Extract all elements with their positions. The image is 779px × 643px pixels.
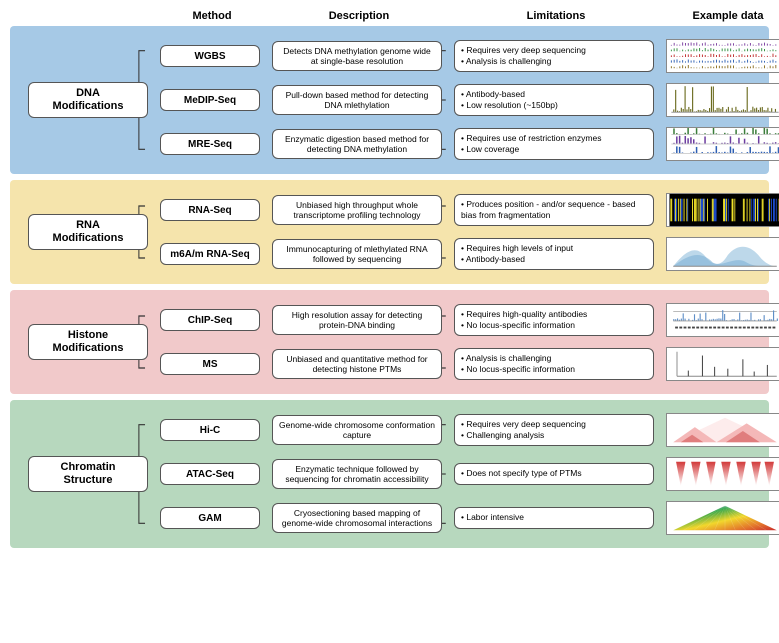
description-node: Cryosectioning based mapping of genome-w…	[272, 503, 442, 533]
limitations-node: • Requires high levels of input• Antibod…	[454, 238, 654, 270]
category-rna: RNA Modifications	[28, 214, 148, 250]
example-thumbnail	[666, 413, 779, 447]
limitations-node: • Requires high-quality antibodies• No l…	[454, 304, 654, 336]
panel-histone: Histone Modifications ChIP-Seq High resolu…	[10, 290, 769, 394]
description-node: Detects DNA methylation genome wide at s…	[272, 41, 442, 71]
method-node: RNA-Seq	[160, 199, 260, 221]
header-description: Description	[274, 10, 444, 22]
example-thumbnail	[666, 303, 779, 337]
method-node: ChIP-Seq	[160, 309, 260, 331]
description-node: Immunocapturing of mlethylated RNA follo…	[272, 239, 442, 269]
category-dna: DNA Modifications	[28, 82, 148, 118]
limitations-node: • Requires very deep sequencing• Challen…	[454, 414, 654, 446]
category-histone: Histone Modifications	[28, 324, 148, 360]
description-node: Unbiased high throughput whole transcrip…	[272, 195, 442, 225]
description-node: Unbiased and quantitative method for det…	[272, 349, 442, 379]
example-thumbnail	[666, 347, 779, 381]
example-thumbnail	[666, 457, 779, 491]
description-node: Enzymatic digestion based method for det…	[272, 129, 442, 159]
method-node: MeDIP-Seq	[160, 89, 260, 111]
example-thumbnail	[666, 193, 779, 227]
example-thumbnail	[666, 237, 779, 271]
header-example: Example data	[668, 10, 779, 22]
limitations-node: • Antibody-based• Low resolution (~150bp…	[454, 84, 654, 116]
method-node: MS	[160, 353, 260, 375]
example-thumbnail	[666, 127, 779, 161]
panel-dna: DNA Modifications WGBS Detects DNA methyla…	[10, 26, 769, 174]
description-node: Pull-down based method for detecting DNA…	[272, 85, 442, 115]
category-chromatin: Chromatin Structure	[28, 456, 148, 492]
limitations-node: • Requires very deep sequencing• Analysi…	[454, 40, 654, 72]
example-thumbnail	[666, 83, 779, 117]
method-node: WGBS	[160, 45, 260, 67]
limitations-node: • Analysis is challenging• No locus-spec…	[454, 348, 654, 380]
header-method: Method	[162, 10, 262, 22]
method-node: ATAC-Seq	[160, 463, 260, 485]
header-limitations: Limitations	[456, 10, 656, 22]
limitations-node: • Requires use of restriction enzymes• L…	[454, 128, 654, 160]
diagram-root: DNA Modifications WGBS Detects DNA methyla…	[10, 26, 769, 548]
method-node: Hi-C	[160, 419, 260, 441]
example-thumbnail	[666, 501, 779, 535]
panel-rna: RNA Modifications RNA-Seq Unbiased high th…	[10, 180, 769, 284]
limitations-node: • Does not specify type of PTMs	[454, 463, 654, 485]
description-node: Genome-wide chromosome conformation capt…	[272, 415, 442, 445]
column-headers: Method Description Limitations Example d…	[10, 10, 769, 26]
example-thumbnail	[666, 39, 779, 73]
method-node: MRE-Seq	[160, 133, 260, 155]
limitations-node: • Labor intensive	[454, 507, 654, 529]
limitations-node: • Produces position - and/or sequence - …	[454, 194, 654, 226]
method-node: GAM	[160, 507, 260, 529]
panel-chromatin: Chromatin Structure Hi-C Genome-wide chrom…	[10, 400, 769, 548]
description-node: Enzymatic technique followed by sequenci…	[272, 459, 442, 489]
method-node: m6A/m RNA-Seq	[160, 243, 260, 265]
description-node: High resolution assay for detecting prot…	[272, 305, 442, 335]
